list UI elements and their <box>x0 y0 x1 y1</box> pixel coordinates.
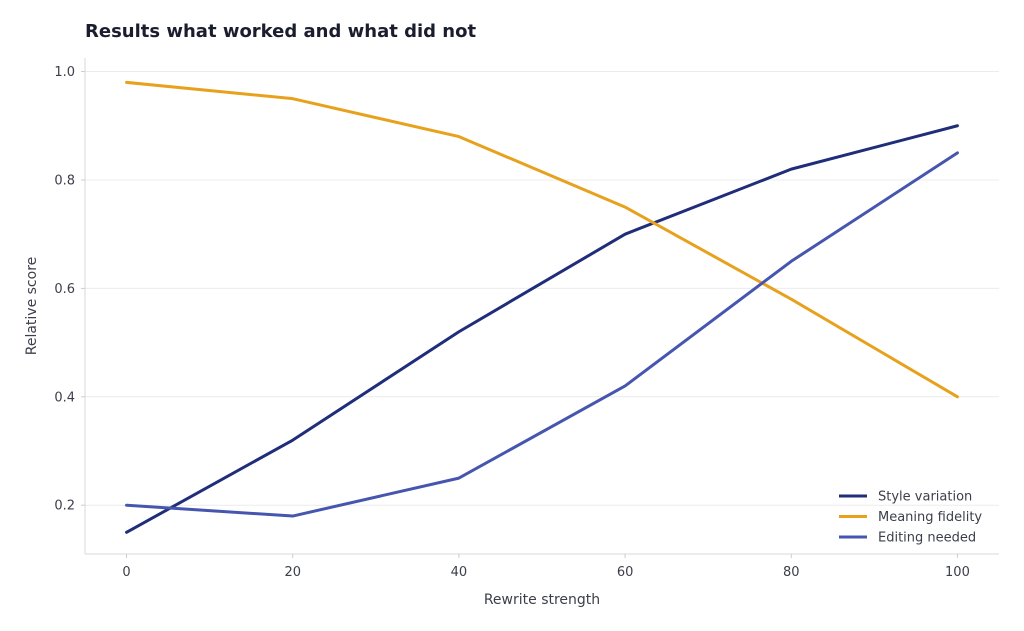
x-axis-ticks: 0 20 40 60 80 100 <box>122 554 970 580</box>
grid-lines <box>85 71 999 506</box>
series-line-meaning-fidelity <box>125 80 959 399</box>
y-tick-label: 0.4 <box>54 390 75 405</box>
chart-title: Results what worked and what did not <box>85 21 477 42</box>
legend-label-meaning-fidelity: Meaning fidelity <box>878 510 982 525</box>
legend-label-editing-needed: Editing needed <box>878 531 976 546</box>
x-tick-label: 80 <box>783 565 800 580</box>
series-line-style-variation <box>125 124 959 534</box>
y-axis-label: Relative score <box>24 257 40 356</box>
x-axis-label: Rewrite strength <box>484 592 600 608</box>
x-tick-label: 60 <box>617 565 634 580</box>
y-tick-label: 0.2 <box>54 499 75 514</box>
x-tick-label: 0 <box>122 565 130 580</box>
x-tick-label: 40 <box>451 565 468 580</box>
y-tick-label: 1.0 <box>54 65 75 80</box>
legend-label-style-variation: Style variation <box>878 490 972 505</box>
axes <box>84 58 999 555</box>
series-lines <box>125 80 959 534</box>
legend: Style variation Meaning fidelity Editing n… <box>839 490 982 546</box>
y-axis-ticks: 0.2 0.4 0.6 0.8 1.0 <box>54 65 85 514</box>
x-tick-label: 20 <box>284 565 301 580</box>
y-tick-label: 0.8 <box>54 173 75 188</box>
x-tick-label: 100 <box>945 565 970 580</box>
y-tick-label: 0.6 <box>54 282 75 297</box>
series-line-editing-needed <box>125 151 959 518</box>
